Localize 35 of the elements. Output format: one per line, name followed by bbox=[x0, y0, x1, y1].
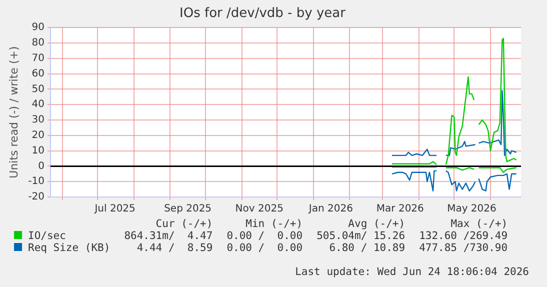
y-tick-label: -20 bbox=[28, 192, 45, 203]
text: 4.44 / 8.59 bbox=[136, 242, 213, 254]
y-tick-label: 10 bbox=[32, 145, 45, 156]
y-tick-label: 0 bbox=[38, 160, 45, 172]
text: 864.31m/ 4.47 bbox=[123, 230, 213, 242]
text: 477.85 /730.90 bbox=[418, 242, 508, 254]
chart-title: IOs for /dev/vdb - by year bbox=[180, 6, 346, 22]
x-tick-label: May 2026 bbox=[447, 204, 496, 215]
text: 0.00 / 0.00 bbox=[226, 230, 303, 242]
text: Avg (-/+) bbox=[347, 218, 406, 230]
text: 6.80 / 10.89 bbox=[328, 242, 406, 254]
text: Cur (-/+) bbox=[154, 218, 213, 230]
x-tick-label: Jan 2026 bbox=[308, 204, 353, 215]
x-tick-label: Sep 2025 bbox=[164, 204, 212, 215]
y-axis-title: Units read (-) / write (+) bbox=[7, 46, 20, 178]
legend-label: Req Size (KB) bbox=[27, 242, 110, 254]
y-tick-label: 30 bbox=[32, 114, 45, 126]
y-tick-label: 60 bbox=[32, 68, 45, 80]
y-tick-label: 40 bbox=[32, 99, 45, 110]
y-tick-label: 80 bbox=[32, 38, 45, 49]
x-tick-label: Jul 2025 bbox=[94, 204, 136, 215]
y-tick-label: 50 bbox=[32, 84, 45, 95]
text: 0.00 / 0.00 bbox=[226, 242, 303, 254]
text: Last update: Wed Jun 24 18:06:04 2026 bbox=[295, 266, 529, 278]
text: 132.60 /269.49 bbox=[418, 230, 508, 242]
x-tick-label: Nov 2025 bbox=[235, 204, 284, 215]
y-tick-label: -10 bbox=[28, 176, 45, 188]
y-tick-label: 20 bbox=[32, 130, 45, 141]
y-tick-label: 70 bbox=[32, 52, 45, 64]
x-tick-label: Mar 2026 bbox=[376, 204, 424, 215]
text: Min (-/+) bbox=[244, 218, 303, 230]
y-tick-label: 90 bbox=[32, 22, 45, 34]
text: 505.04m/ 15.26 bbox=[316, 230, 406, 242]
legend-label: IO/sec bbox=[27, 230, 67, 242]
text: Max (-/+) bbox=[450, 218, 508, 230]
